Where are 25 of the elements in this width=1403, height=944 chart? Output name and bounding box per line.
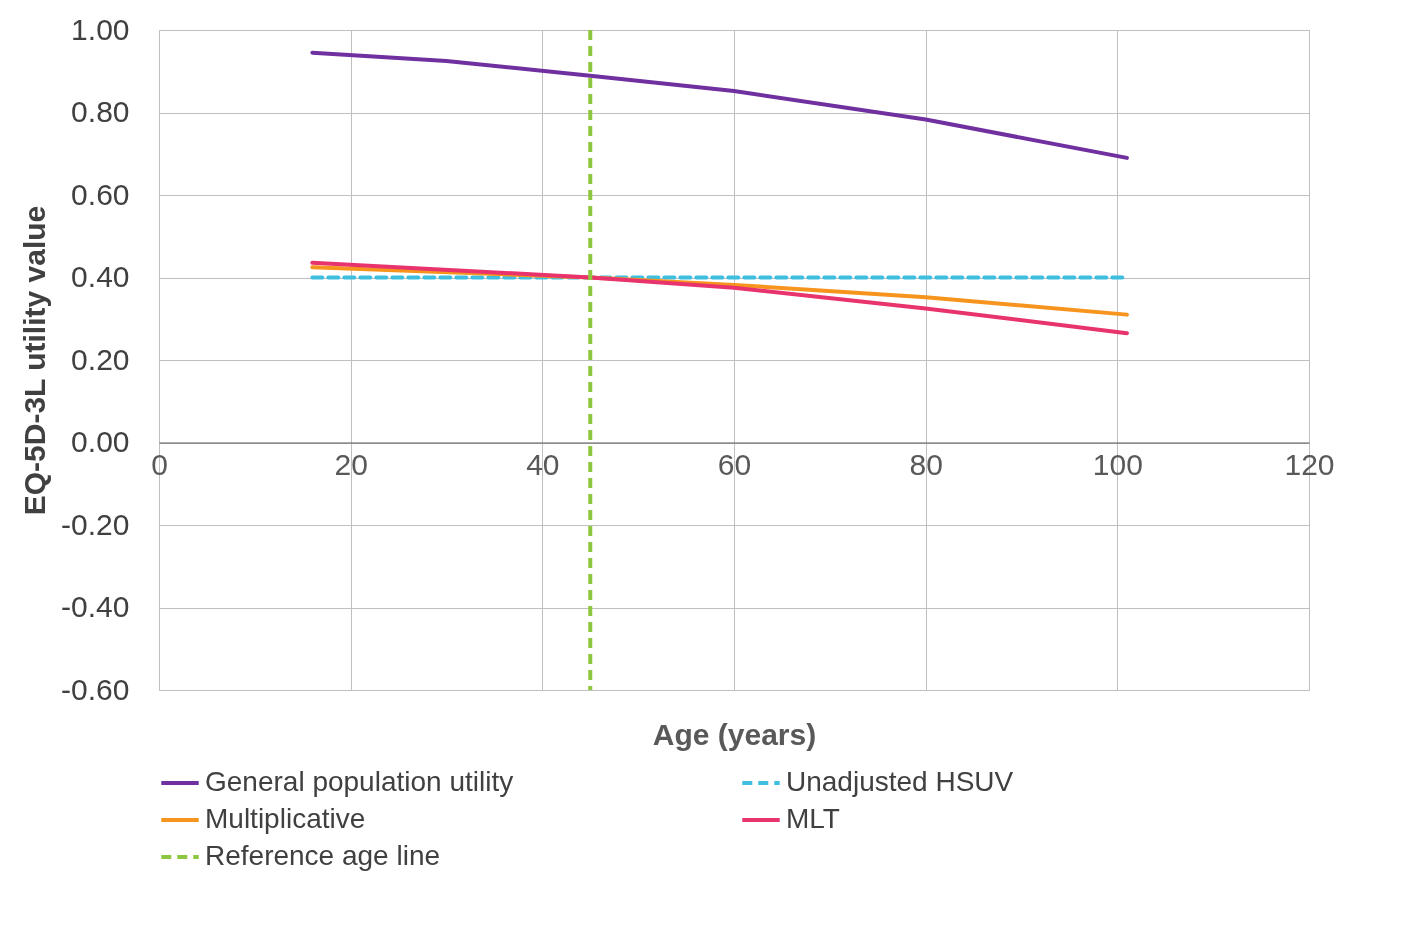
y-tick-label: -0.40: [61, 590, 130, 623]
x-tick-label: 0: [151, 448, 168, 481]
x-tick-label: 40: [526, 448, 560, 481]
line-series: [310, 260, 1129, 336]
legend-label: MLT: [786, 803, 840, 834]
y-tick-label: -0.60: [61, 672, 130, 706]
x-tick-label: 120: [1284, 448, 1335, 481]
y-tick-label: 0.80: [71, 95, 130, 128]
x-tick-label: 100: [1092, 448, 1143, 481]
x-tick-label: 80: [909, 448, 943, 481]
line-series: [310, 50, 1129, 160]
y-tick-label: 0.40: [71, 260, 130, 293]
y-axis-title: EQ-5D-3L utility value: [18, 205, 52, 516]
y-tick-label: 0.20: [71, 342, 130, 376]
x-tick-label: 20: [334, 448, 368, 481]
legend-label: Unadjusted HSUV: [786, 766, 1014, 797]
x-tick-label: 60: [717, 448, 752, 481]
y-tick-label: 0.60: [71, 177, 130, 211]
x-axis-title: Age (years): [652, 717, 817, 751]
legend-label: General population utility: [205, 766, 514, 797]
y-tick-label: 1.00: [71, 12, 130, 46]
legend-label: Reference age line: [205, 840, 441, 871]
y-tick-label: -0.20: [61, 507, 130, 541]
y-tick-label: 0.00: [71, 425, 130, 458]
legend-label: Multiplicative: [205, 803, 366, 834]
